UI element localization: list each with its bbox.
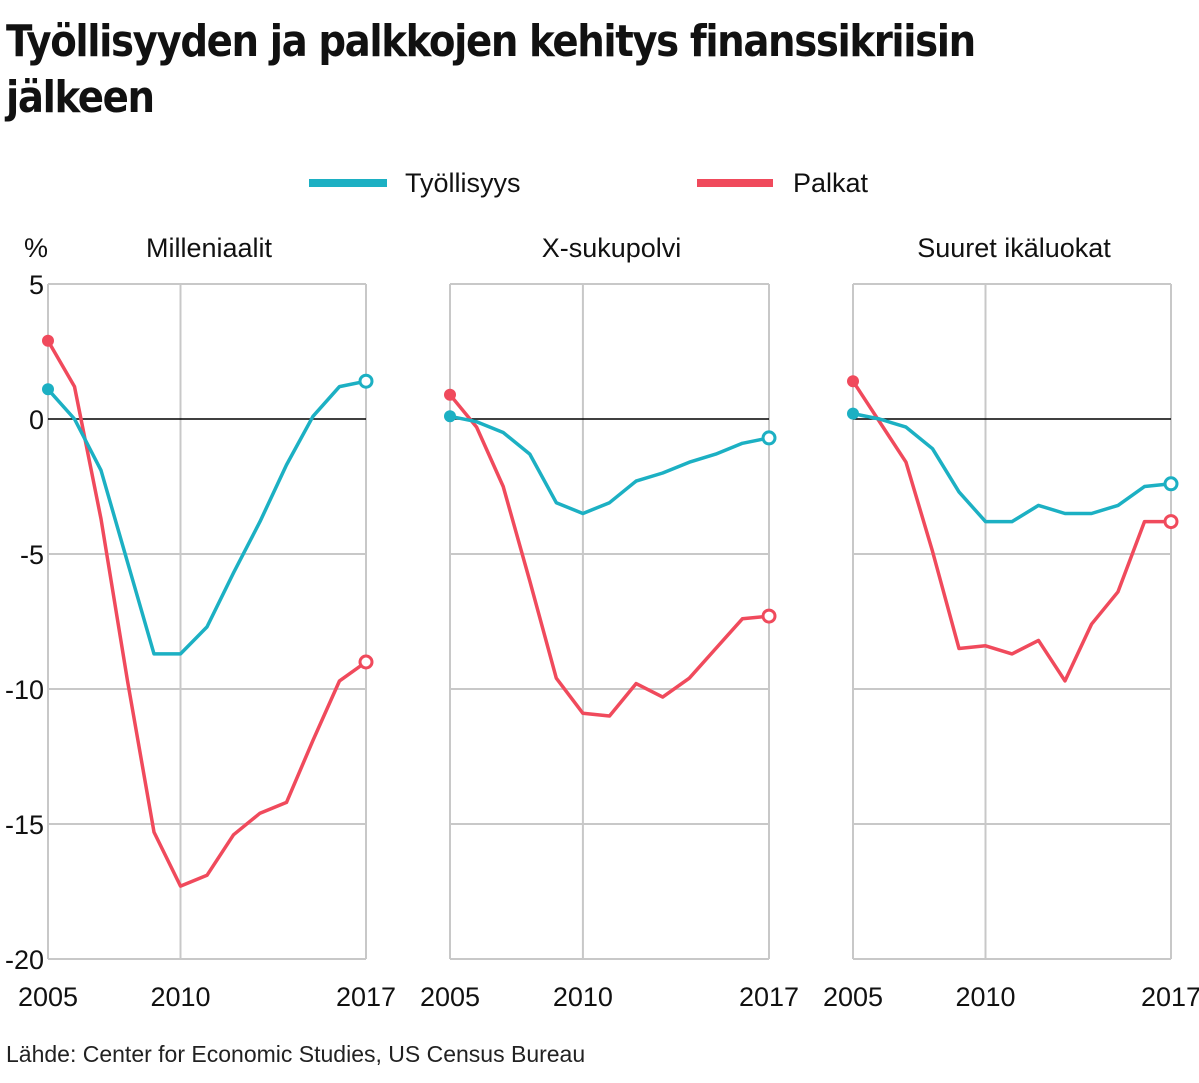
y-tick-label: -10 bbox=[5, 675, 44, 705]
series-line-employment bbox=[448, 414, 771, 516]
legend-label: Palkat bbox=[793, 168, 869, 198]
legend-label: Työllisyys bbox=[405, 168, 521, 198]
end-marker-employment bbox=[761, 430, 777, 446]
panel-title: Milleniaalit bbox=[146, 233, 273, 263]
x-tick-label: 2017 bbox=[739, 982, 799, 1012]
start-marker-wages bbox=[847, 375, 859, 388]
panel-title: Suuret ikäluokat bbox=[917, 233, 1111, 263]
series-line-wages bbox=[448, 392, 771, 718]
x-tick-label: 2010 bbox=[955, 982, 1015, 1012]
series-line-employment bbox=[46, 379, 368, 656]
x-tick-label: 2005 bbox=[420, 982, 480, 1012]
x-tick-label: 2010 bbox=[553, 982, 613, 1012]
end-marker-wages bbox=[358, 654, 374, 670]
y-axis-unit: % bbox=[24, 233, 48, 263]
y-tick-label: 0 bbox=[29, 405, 44, 435]
y-tick-label: -5 bbox=[20, 540, 44, 570]
x-tick-label: 2005 bbox=[823, 982, 883, 1012]
series-line-employment bbox=[851, 411, 1173, 524]
panel-title: X-sukupolvi bbox=[542, 233, 682, 263]
x-tick-label: 2017 bbox=[336, 982, 396, 1012]
start-marker-wages bbox=[444, 388, 456, 401]
start-marker-employment bbox=[42, 383, 54, 396]
start-marker-employment bbox=[847, 407, 859, 420]
y-tick-label: -15 bbox=[5, 810, 44, 840]
end-marker-wages bbox=[761, 608, 777, 624]
end-marker-employment bbox=[1163, 476, 1179, 492]
end-marker-wages bbox=[1163, 514, 1179, 530]
x-tick-label: 2010 bbox=[150, 982, 210, 1012]
start-marker-wages bbox=[42, 334, 54, 347]
y-tick-label: -20 bbox=[5, 945, 44, 975]
series-line-wages bbox=[46, 338, 368, 888]
x-tick-label: 2017 bbox=[1141, 982, 1199, 1012]
chart-title: Työllisyyden ja palkkojen kehitys finans… bbox=[6, 16, 976, 123]
x-tick-label: 2005 bbox=[18, 982, 78, 1012]
source-note: Lähde: Center for Economic Studies, US C… bbox=[6, 1041, 586, 1067]
series-line-wages bbox=[851, 379, 1173, 683]
y-tick-label: 5 bbox=[29, 270, 44, 300]
end-marker-employment bbox=[358, 373, 374, 389]
start-marker-employment bbox=[444, 410, 456, 423]
